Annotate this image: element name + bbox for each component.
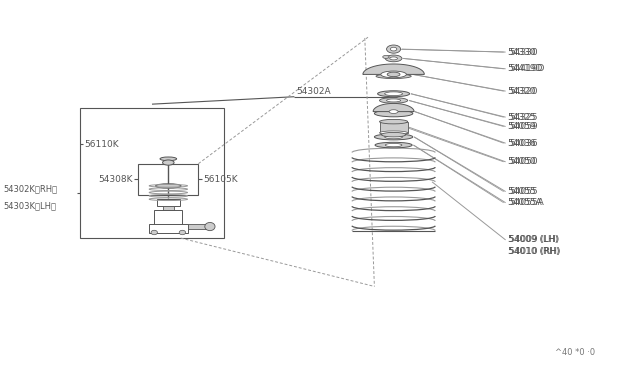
Text: ^40 *0 ·0: ^40 *0 ·0 bbox=[555, 348, 595, 357]
Text: 54330: 54330 bbox=[508, 48, 536, 57]
Text: 54419D: 54419D bbox=[509, 64, 544, 73]
Ellipse shape bbox=[179, 230, 186, 235]
Text: 54325: 54325 bbox=[509, 113, 538, 122]
Text: 54055A: 54055A bbox=[509, 198, 543, 207]
Text: 54325: 54325 bbox=[508, 113, 536, 122]
Ellipse shape bbox=[374, 110, 413, 117]
Ellipse shape bbox=[385, 92, 403, 96]
Ellipse shape bbox=[381, 71, 406, 78]
Text: 54010 (RH): 54010 (RH) bbox=[508, 247, 559, 256]
Ellipse shape bbox=[387, 72, 400, 77]
Bar bbox=[138, 164, 198, 195]
Polygon shape bbox=[373, 103, 414, 112]
Text: 54059: 54059 bbox=[508, 122, 536, 131]
Ellipse shape bbox=[381, 132, 406, 137]
Bar bbox=[157, 199, 180, 206]
Ellipse shape bbox=[387, 99, 401, 102]
Text: 54419D: 54419D bbox=[508, 64, 543, 73]
Text: 54009 (LH): 54009 (LH) bbox=[509, 235, 559, 244]
Ellipse shape bbox=[375, 142, 412, 148]
Ellipse shape bbox=[385, 135, 403, 139]
Text: 54059: 54059 bbox=[509, 122, 538, 131]
Bar bbox=[188, 224, 210, 229]
Ellipse shape bbox=[383, 55, 389, 58]
Ellipse shape bbox=[376, 74, 412, 78]
Ellipse shape bbox=[378, 91, 410, 97]
Text: 56110K: 56110K bbox=[84, 140, 119, 149]
Bar bbox=[80, 108, 224, 238]
Ellipse shape bbox=[374, 134, 413, 140]
Ellipse shape bbox=[151, 230, 157, 235]
Text: 54302A: 54302A bbox=[296, 87, 331, 96]
Ellipse shape bbox=[380, 97, 408, 103]
Ellipse shape bbox=[205, 222, 215, 231]
Text: 56105K: 56105K bbox=[203, 175, 237, 184]
Ellipse shape bbox=[380, 119, 408, 124]
Text: 54036: 54036 bbox=[508, 139, 536, 148]
Bar bbox=[380, 122, 408, 133]
Text: 54050: 54050 bbox=[508, 157, 536, 166]
Ellipse shape bbox=[385, 143, 402, 147]
Text: 54055: 54055 bbox=[509, 187, 538, 196]
Text: 54010 (RH): 54010 (RH) bbox=[509, 247, 560, 256]
Ellipse shape bbox=[390, 47, 397, 51]
Text: 54036: 54036 bbox=[509, 139, 538, 148]
Ellipse shape bbox=[156, 184, 181, 188]
Bar bbox=[154, 210, 182, 225]
Text: 54330: 54330 bbox=[509, 48, 538, 57]
Ellipse shape bbox=[163, 160, 174, 165]
Ellipse shape bbox=[387, 45, 401, 53]
Bar bbox=[149, 224, 188, 232]
Text: 54303K〈LH〉: 54303K〈LH〉 bbox=[3, 201, 56, 210]
Text: 54009 (LH): 54009 (LH) bbox=[508, 235, 558, 244]
Ellipse shape bbox=[160, 157, 177, 161]
Ellipse shape bbox=[389, 110, 398, 113]
Text: 54055A: 54055A bbox=[508, 198, 542, 207]
Text: 54302K〈RH〉: 54302K〈RH〉 bbox=[3, 184, 58, 193]
Ellipse shape bbox=[385, 55, 402, 62]
Text: 54320: 54320 bbox=[509, 87, 538, 96]
Bar bbox=[163, 206, 174, 229]
Text: 54320: 54320 bbox=[508, 87, 536, 96]
Ellipse shape bbox=[390, 57, 397, 60]
Polygon shape bbox=[363, 64, 424, 74]
Text: 54055: 54055 bbox=[508, 187, 536, 196]
Text: 54308K: 54308K bbox=[99, 175, 133, 184]
Text: 54050: 54050 bbox=[509, 157, 538, 166]
Ellipse shape bbox=[380, 131, 408, 135]
